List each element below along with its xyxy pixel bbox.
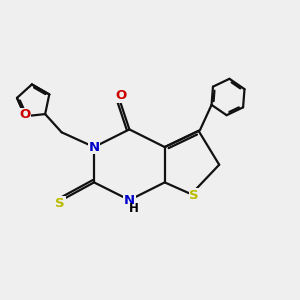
Text: O: O bbox=[115, 89, 126, 102]
Text: N: N bbox=[88, 141, 100, 154]
Text: O: O bbox=[20, 108, 31, 121]
Text: S: S bbox=[189, 189, 199, 202]
Text: N: N bbox=[124, 194, 135, 207]
Text: S: S bbox=[56, 197, 65, 210]
Text: H: H bbox=[129, 202, 139, 215]
